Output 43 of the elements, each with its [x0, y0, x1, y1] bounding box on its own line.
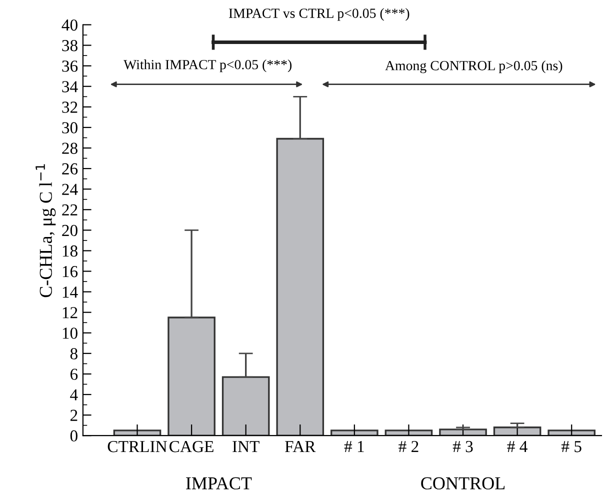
- y-tick-label: 24: [62, 184, 78, 195]
- y-tick-label: 36: [62, 60, 78, 72]
- y-tick-label: 28: [62, 142, 78, 154]
- x-tick-label: FAR: [285, 441, 316, 452]
- bar: [493, 426, 542, 436]
- x-tick-label: # 4: [507, 441, 528, 452]
- y-tick-label: 38: [62, 40, 78, 52]
- y-tick-label: 22: [62, 204, 78, 216]
- x-tick-label: # 3: [452, 440, 473, 452]
- y-tick-label: 0: [70, 430, 78, 442]
- x-tick-label: CAGE: [170, 440, 214, 452]
- bar: [548, 430, 596, 436]
- bar: [168, 316, 216, 436]
- annotation: Among CONTROL p>0.05 (ns): [385, 60, 562, 74]
- y-tick-label: 8: [70, 348, 78, 360]
- x-tick-label: # 2: [398, 440, 418, 452]
- x-tick-label: # 5: [561, 441, 582, 452]
- y-tick-label: 40: [62, 19, 78, 31]
- y-tick-label: 16: [62, 266, 78, 278]
- y-tick-label: 20: [62, 224, 78, 236]
- text: IMPACT: [186, 477, 252, 490]
- x-tick-label: # 1: [344, 441, 364, 452]
- text: CONTROL: [421, 477, 505, 490]
- y-tick-label: 6: [70, 368, 78, 380]
- y-tick-label: 4: [70, 389, 78, 400]
- y-tick-label: 30: [62, 122, 78, 134]
- y-tick-label: 10: [62, 328, 78, 339]
- y-tick-label: 14: [62, 286, 78, 298]
- y-axis-title: C-CHLa, μg C l$^{−1}$: [36, 164, 56, 298]
- y-tick-label: 18: [62, 245, 78, 257]
- x-tick-label: INT: [232, 441, 260, 452]
- bar: [276, 138, 324, 436]
- y-tick-label: 12: [62, 307, 78, 318]
- x-tick-label: CTRLIN: [108, 440, 167, 452]
- bar: [222, 376, 270, 436]
- y-tick-label: 26: [62, 163, 78, 174]
- annotation: Within IMPACT p<0.05 (***): [124, 60, 292, 72]
- y-tick-label: 32: [62, 102, 78, 113]
- y-tick-label: 2: [70, 410, 78, 421]
- text: IMPACT vs CTRL p<0.05 (***): [228, 8, 410, 21]
- bar: [330, 430, 378, 436]
- y-tick-label: 34: [62, 81, 78, 92]
- bar: [439, 428, 487, 436]
